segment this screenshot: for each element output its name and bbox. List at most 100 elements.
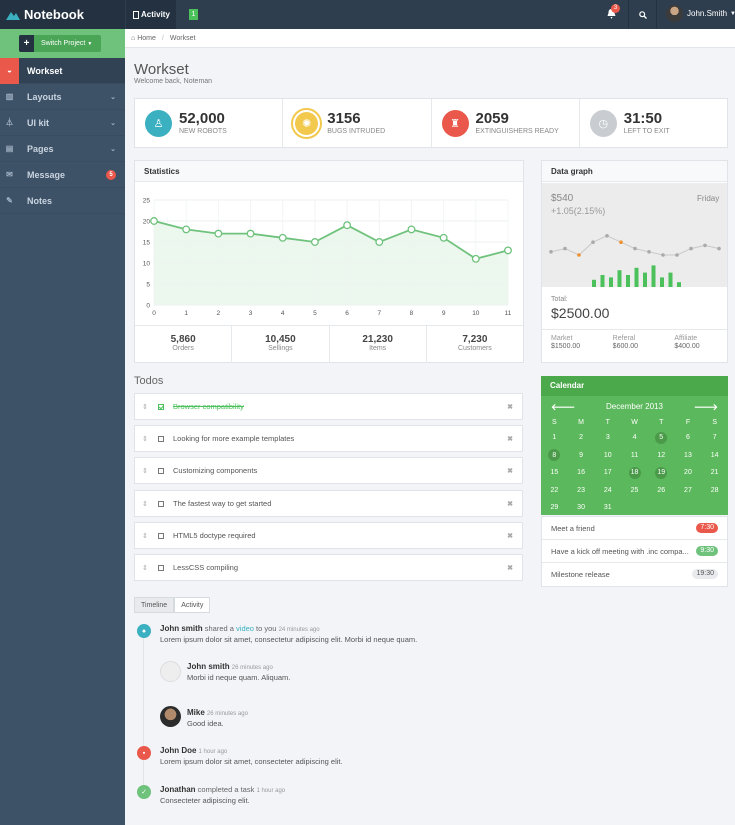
calendar-day[interactable]: 20	[684, 469, 692, 477]
close-icon[interactable]: ✖	[507, 500, 513, 508]
search-button[interactable]	[628, 0, 657, 29]
page-subtitle: Welcome back, Noteman	[134, 78, 213, 85]
drag-handle-icon[interactable]: ⇕	[142, 532, 148, 540]
todo-item[interactable]: ⇕ LessCSS compiling ✖	[134, 554, 523, 581]
entry-author[interactable]: John Doe	[160, 746, 197, 755]
calendar-day[interactable]: 24	[603, 486, 612, 494]
calendar-day[interactable]: 1	[552, 434, 557, 441]
sidebar-item-workset[interactable]: ◒ Workset	[0, 57, 125, 84]
breakdown-affiliate: Affiliate $400.00	[665, 330, 727, 363]
arrow-right-icon[interactable]: 🡒	[693, 402, 718, 412]
drag-handle-icon[interactable]: ⇕	[142, 467, 148, 475]
calendar-day[interactable]: 17	[603, 469, 612, 477]
entry-link[interactable]: video	[236, 624, 254, 633]
logo-icon	[6, 11, 20, 20]
close-icon[interactable]: ✖	[507, 403, 513, 411]
todo-checkbox[interactable]	[158, 532, 164, 539]
calendar-day[interactable]: 5	[648, 429, 675, 447]
calendar-day[interactable]: 3	[605, 434, 610, 441]
user-menu[interactable]: John.Smith ▼	[666, 5, 735, 22]
entry-author[interactable]: John smith	[160, 624, 203, 633]
tab-activity[interactable]: Activity	[174, 597, 211, 613]
calendar-day[interactable]: 4	[632, 434, 637, 441]
calendar-day[interactable]: 9	[579, 451, 584, 459]
activity-nav[interactable]: Activity	[126, 0, 176, 29]
tab-timeline[interactable]: Timeline	[134, 597, 175, 613]
footer-customers: 7,230 Customers	[427, 326, 523, 363]
calendar-day[interactable]: 31	[603, 504, 612, 512]
calendar-day[interactable]: 28	[710, 486, 719, 494]
sidebar-item-ui-kit[interactable]: ⏃ UI kit ⌄	[0, 110, 125, 136]
close-icon[interactable]: ✖	[507, 532, 513, 540]
events-list: Meet a friend 7:30 Have a kick off meeti…	[541, 516, 728, 587]
drag-handle-icon[interactable]: ⇕	[142, 500, 148, 508]
calendar-day[interactable]: 10	[603, 451, 612, 459]
calendar-day[interactable]: 15	[550, 469, 559, 477]
plus-icon: +	[19, 35, 34, 52]
drag-handle-icon[interactable]: ⇕	[142, 403, 148, 411]
brand[interactable]: Notebook	[0, 0, 125, 29]
calendar-day[interactable]: 26	[657, 486, 666, 494]
calendar-day[interactable]: 8	[541, 447, 568, 465]
entry-author[interactable]: Jonathan	[160, 785, 196, 794]
calendar-day[interactable]: 30	[577, 504, 585, 512]
calendar-day[interactable]: 25	[630, 486, 639, 494]
drag-handle-icon[interactable]: ⇕	[142, 435, 148, 443]
calendar-day[interactable]: 22	[550, 486, 559, 494]
close-icon[interactable]: ✖	[507, 467, 513, 475]
calendar-day[interactable]: 14	[710, 451, 719, 459]
calendar-day[interactable]: 19	[648, 464, 675, 482]
close-icon[interactable]: ✖	[507, 435, 513, 443]
drag-handle-icon[interactable]: ⇕	[142, 564, 148, 572]
indicator-badge[interactable]: 1	[189, 9, 198, 20]
x-tick-label: 4	[281, 310, 285, 317]
breadcrumb-separator: /	[161, 34, 164, 42]
calendar-day[interactable]: 23	[577, 486, 585, 494]
todo-item[interactable]: ⇕ Customizing components ✖	[134, 457, 523, 484]
todo-checkbox[interactable]	[158, 500, 164, 507]
calendar-dow: F	[685, 419, 691, 426]
todo-item[interactable]: ⇕ HTML5 doctype required ✖	[134, 522, 523, 549]
sidebar-item-message[interactable]: ✉ Message 5	[0, 162, 125, 188]
trend-point	[605, 234, 609, 238]
entry-author[interactable]: Mike	[187, 708, 205, 717]
breadcrumb-home[interactable]: Home	[137, 34, 156, 42]
bug-icon: ✺	[293, 109, 321, 137]
calendar-day[interactable]: 27	[684, 486, 692, 494]
calendar-day[interactable]: 16	[577, 469, 585, 477]
calendar-day[interactable]: 13	[684, 451, 692, 459]
todo-checkbox[interactable]	[158, 564, 164, 571]
todo-checkbox[interactable]	[158, 403, 164, 410]
calendar-day[interactable]: 6	[686, 434, 690, 441]
trend-point	[619, 240, 623, 244]
arrow-left-icon[interactable]: 🡐	[551, 402, 576, 412]
todo-item[interactable]: ⇕ Looking for more example templates ✖	[134, 425, 523, 452]
todos-title: Todos	[134, 375, 164, 387]
event-item[interactable]: Milestone release 19:30	[542, 563, 727, 586]
breakdown-referal: Referal $600.00	[604, 330, 666, 363]
todo-item[interactable]: ⇕ The fastest way to get started ✖	[134, 490, 523, 517]
todo-checkbox[interactable]	[158, 467, 164, 474]
calendar-day[interactable]: 18	[621, 464, 648, 482]
todo-checkbox[interactable]	[158, 435, 164, 442]
sidebar-item-notes[interactable]: ✎ Notes	[0, 188, 125, 214]
todo-item[interactable]: ⇕ Browser compatibility ✖	[134, 393, 523, 420]
close-icon[interactable]: ✖	[507, 564, 513, 572]
calendar-day[interactable]: 12	[657, 451, 666, 459]
breakdown-label: Affiliate	[674, 335, 698, 342]
switch-project-button[interactable]: + Switch Project ▼	[19, 35, 101, 52]
sidebar-item-pages[interactable]: ▤ Pages ⌄	[0, 136, 125, 162]
entry-author[interactable]: John smith	[187, 662, 230, 671]
stat-extinguishers: ♜ 2059 Extinguishers ready	[432, 99, 580, 147]
calendar-day[interactable]: 21	[710, 469, 719, 477]
calendar-day[interactable]: 29	[550, 504, 559, 512]
calendar-day[interactable]: 7	[712, 434, 717, 441]
chevron-down-icon: ⌄	[110, 94, 116, 101]
calendar-day[interactable]: 2	[579, 434, 584, 441]
event-item[interactable]: Have a kick off meeting with .inc compa.…	[542, 540, 727, 563]
event-item[interactable]: Meet a friend 7:30	[542, 517, 727, 540]
calendar-week: 15 16 17 18 19 20 21	[541, 464, 728, 482]
sidebar-item-layouts[interactable]: ▥ Layouts ⌄	[0, 84, 125, 110]
calendar-day[interactable]: 11	[630, 451, 639, 459]
trend-point	[577, 253, 581, 257]
